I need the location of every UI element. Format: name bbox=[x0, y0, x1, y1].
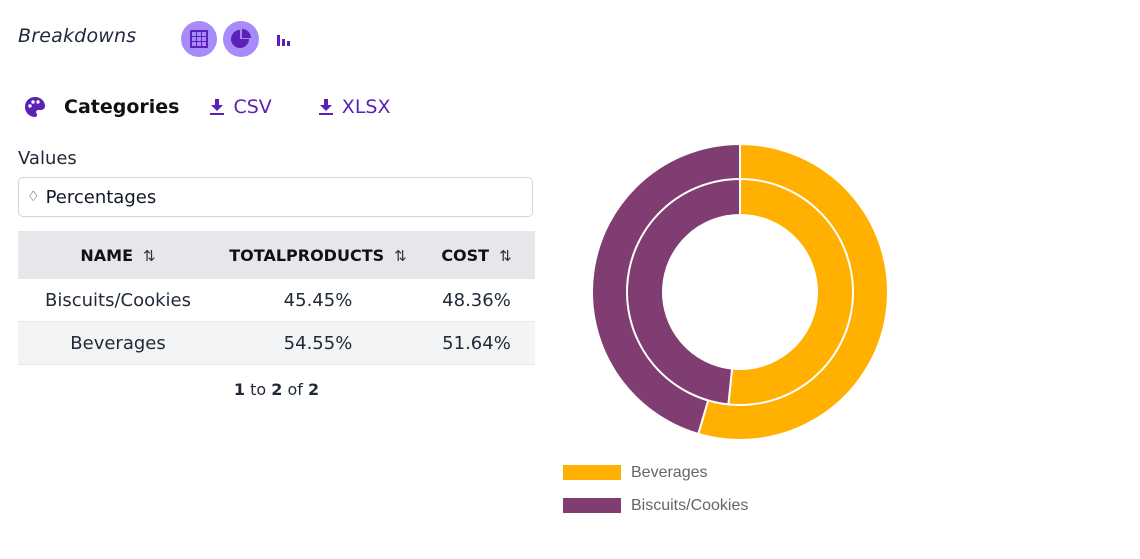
download-xlsx-link[interactable]: XLSX bbox=[318, 96, 391, 118]
pagination-summary: 1 to 2 of 2 bbox=[233, 380, 320, 399]
legend-label: Beverages bbox=[631, 463, 708, 481]
breakdown-table: NAME ⇅ TOTALPRODUCTS ⇅ COST ⇅ Biscuits/Cook… bbox=[18, 231, 535, 365]
table-header-row: NAME ⇅ TOTALPRODUCTS ⇅ COST ⇅ bbox=[18, 231, 535, 279]
legend-item[interactable]: Beverages bbox=[563, 456, 748, 489]
cell-totalproducts: 45.45% bbox=[218, 279, 418, 322]
page-title: Breakdowns bbox=[18, 25, 137, 47]
slice-cost-beverages[interactable] bbox=[727, 177, 854, 406]
nested-donut-chart bbox=[591, 142, 889, 441]
column-header-name[interactable]: NAME ⇅ bbox=[80, 245, 156, 265]
sort-icon[interactable]: ⇅ bbox=[394, 246, 407, 265]
grid-icon bbox=[190, 30, 208, 48]
group-by-label: Categories bbox=[64, 96, 180, 118]
chart-legend: Beverages Biscuits/Cookies bbox=[563, 456, 748, 522]
table-row[interactable]: Biscuits/Cookies 45.45% 48.36% bbox=[18, 279, 535, 322]
download-icon bbox=[210, 99, 225, 115]
palette-icon[interactable] bbox=[24, 96, 46, 118]
chevron-up-down-icon: ♢ bbox=[27, 189, 40, 205]
values-select[interactable]: ♢ Percentages bbox=[18, 177, 533, 217]
bar-chart-icon bbox=[277, 35, 290, 46]
toolbar: Categories CSV XLSX bbox=[24, 92, 390, 122]
column-header-totalproducts[interactable]: TOTALPRODUCTS ⇅ bbox=[229, 245, 407, 265]
legend-label: Biscuits/Cookies bbox=[631, 496, 749, 514]
pie-chart-icon bbox=[231, 29, 251, 48]
xlsx-label: XLSX bbox=[341, 96, 391, 118]
legend-item[interactable]: Biscuits/Cookies bbox=[563, 489, 748, 522]
cell-cost: 51.64% bbox=[418, 321, 535, 365]
sort-icon[interactable]: ⇅ bbox=[143, 246, 156, 265]
values-label: Values bbox=[18, 148, 77, 169]
cell-totalproducts: 54.55% bbox=[218, 321, 418, 365]
download-icon bbox=[318, 99, 333, 115]
csv-label: CSV bbox=[233, 96, 272, 118]
slice-cost-biscuits-cookies[interactable] bbox=[626, 177, 741, 406]
cell-cost: 48.36% bbox=[418, 279, 535, 322]
values-select-value: Percentages bbox=[45, 186, 157, 208]
legend-swatch bbox=[563, 498, 621, 513]
pie-view-button[interactable] bbox=[223, 21, 259, 57]
sort-icon[interactable]: ⇅ bbox=[499, 246, 512, 265]
table-row[interactable]: Beverages 54.55% 51.64% bbox=[18, 321, 535, 365]
table-view-button[interactable] bbox=[181, 21, 217, 57]
cell-name: Beverages bbox=[18, 321, 218, 365]
cell-name: Biscuits/Cookies bbox=[18, 279, 218, 322]
column-header-cost[interactable]: COST ⇅ bbox=[441, 245, 512, 265]
legend-swatch bbox=[563, 465, 621, 480]
bar-view-button[interactable] bbox=[265, 21, 301, 57]
download-csv-link[interactable]: CSV bbox=[209, 96, 272, 118]
